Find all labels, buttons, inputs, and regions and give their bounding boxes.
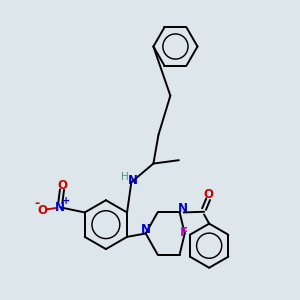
Text: N: N <box>128 174 138 187</box>
Text: F: F <box>180 226 188 239</box>
Text: O: O <box>57 179 67 192</box>
Text: O: O <box>38 204 48 217</box>
Text: H: H <box>122 172 129 182</box>
Text: N: N <box>178 202 188 215</box>
Text: -: - <box>34 197 39 211</box>
Text: O: O <box>203 188 213 201</box>
Text: +: + <box>62 196 70 206</box>
Text: N: N <box>55 201 65 214</box>
Text: N: N <box>141 223 151 236</box>
